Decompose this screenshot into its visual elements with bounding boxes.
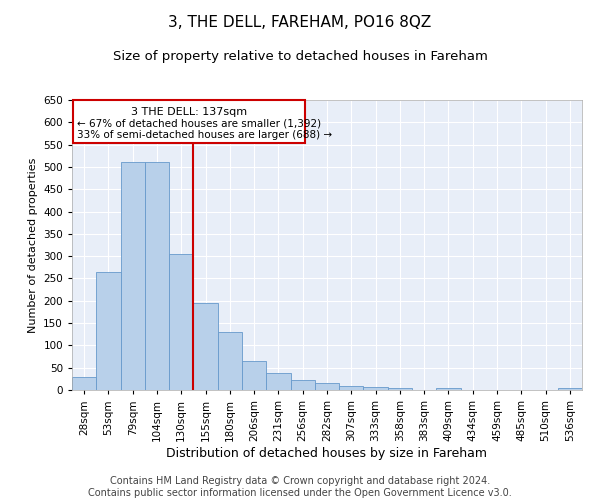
Bar bbox=[266, 373, 290, 390]
Text: 33% of semi-detached houses are larger (688) →: 33% of semi-detached houses are larger (… bbox=[77, 130, 332, 140]
Bar bbox=[218, 332, 242, 390]
Bar bbox=[339, 386, 364, 390]
Text: 3, THE DELL, FAREHAM, PO16 8QZ: 3, THE DELL, FAREHAM, PO16 8QZ bbox=[169, 15, 431, 30]
Bar bbox=[242, 361, 266, 390]
Y-axis label: Number of detached properties: Number of detached properties bbox=[28, 158, 38, 332]
Bar bbox=[436, 388, 461, 390]
Text: Contains HM Land Registry data © Crown copyright and database right 2024.
Contai: Contains HM Land Registry data © Crown c… bbox=[88, 476, 512, 498]
Bar bbox=[169, 254, 193, 390]
Text: ← 67% of detached houses are smaller (1,392): ← 67% of detached houses are smaller (1,… bbox=[77, 119, 321, 129]
Bar bbox=[145, 162, 169, 390]
Bar bbox=[364, 387, 388, 390]
Text: Size of property relative to detached houses in Fareham: Size of property relative to detached ho… bbox=[113, 50, 487, 63]
Bar bbox=[193, 303, 218, 390]
Bar bbox=[388, 388, 412, 390]
Bar bbox=[290, 380, 315, 390]
Bar bbox=[96, 272, 121, 390]
Bar bbox=[72, 376, 96, 390]
Bar bbox=[315, 384, 339, 390]
FancyBboxPatch shape bbox=[73, 100, 305, 144]
Bar bbox=[558, 388, 582, 390]
X-axis label: Distribution of detached houses by size in Fareham: Distribution of detached houses by size … bbox=[167, 446, 487, 460]
Text: 3 THE DELL: 137sqm: 3 THE DELL: 137sqm bbox=[131, 107, 247, 117]
Bar bbox=[121, 162, 145, 390]
